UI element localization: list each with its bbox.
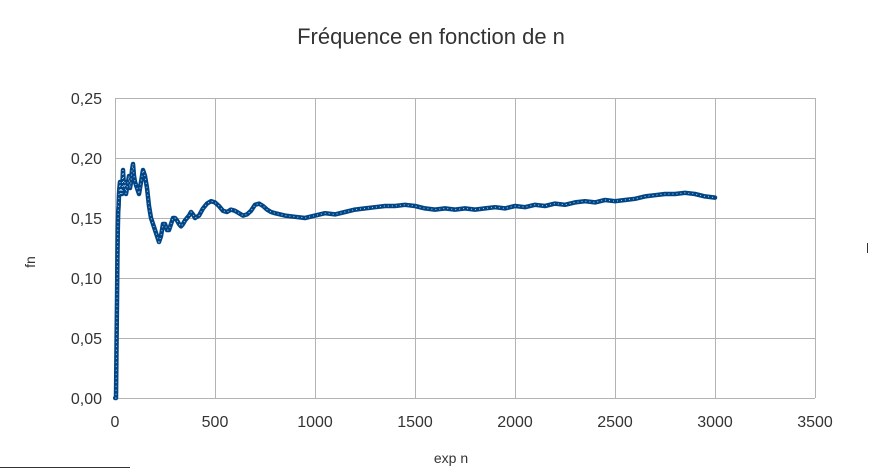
x-tick-label: 0 <box>111 414 120 431</box>
grid <box>115 98 816 399</box>
chart-title: Fréquence en fonction de n <box>297 24 565 49</box>
y-tick-label: 0,05 <box>71 331 102 348</box>
x-tick-label: 1000 <box>297 414 333 431</box>
series-layer <box>112 161 718 401</box>
y-tick-label: 0,00 <box>71 391 102 408</box>
y-tick-label: 0,20 <box>71 151 102 168</box>
x-tick-label: 2500 <box>597 414 633 431</box>
x-tick-label: 3500 <box>797 414 833 431</box>
x-tick-label: 500 <box>202 414 229 431</box>
y-tick-label: 0,15 <box>71 211 102 228</box>
x-tick-label: 1500 <box>397 414 433 431</box>
y-axis-ticks: 0,00 0,05 0,10 0,15 0,20 0,25 <box>71 91 102 408</box>
y-tick-label: 0,10 <box>71 271 102 288</box>
x-axis-ticks: 0 500 1000 1500 2000 2500 3000 3500 <box>111 414 833 431</box>
y-axis-label: fn <box>22 256 38 268</box>
series-marker-texture <box>115 163 716 399</box>
x-axis-label: exp n <box>434 450 468 466</box>
x-tick-label: 3000 <box>697 414 733 431</box>
y-tick-label: 0,25 <box>71 91 102 108</box>
x-tick-label: 2000 <box>497 414 533 431</box>
